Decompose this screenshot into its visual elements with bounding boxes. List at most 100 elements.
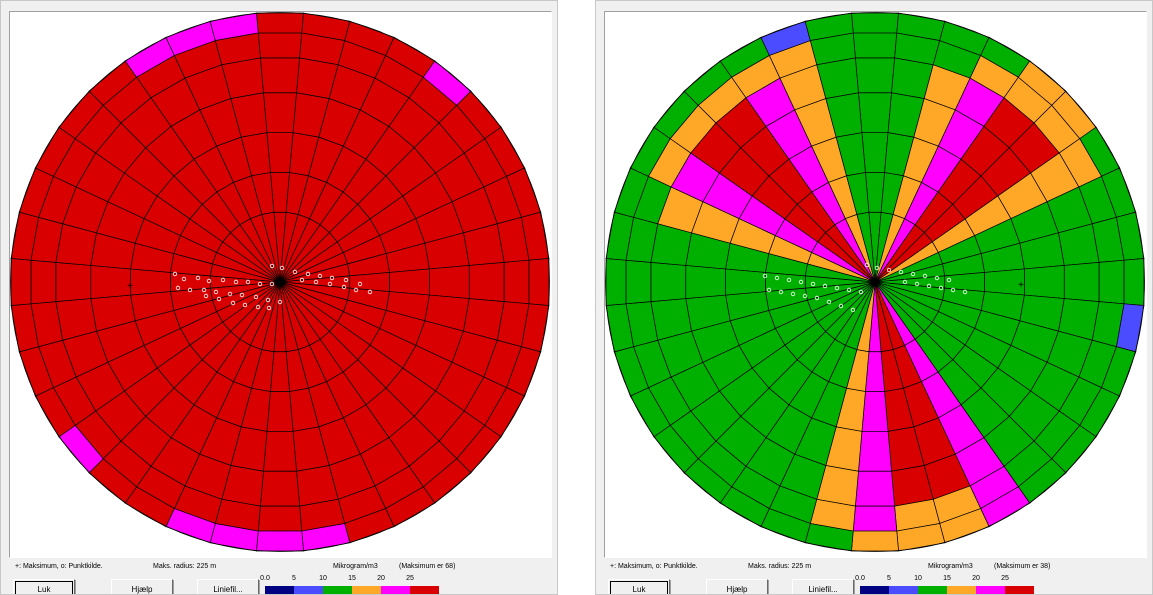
concentration-cell (260, 57, 300, 94)
point-source-marker (814, 295, 820, 301)
legend-tick-label: 20 (377, 575, 385, 582)
point-source-marker (216, 296, 222, 302)
concentration-cell (855, 470, 895, 507)
point-source-marker (802, 293, 808, 299)
legend-swatch (265, 586, 294, 594)
point-source-marker (822, 283, 828, 289)
point-source-marker (367, 289, 373, 295)
linefile-button[interactable]: Liniefil... (197, 579, 259, 594)
legend-tick-label: 10 (319, 575, 327, 582)
close-button[interactable]: Luk (13, 579, 75, 594)
point-source-marker (242, 302, 248, 308)
point-source-marker (341, 284, 347, 290)
concentration-cell (263, 431, 297, 472)
concentration-cell (389, 268, 430, 296)
point-source-marker (798, 279, 804, 285)
point-source-marker (245, 279, 251, 285)
legend-tick-label: 25 (1001, 575, 1009, 582)
maximum-marker: + (1018, 280, 1024, 291)
point-source-marker (203, 293, 209, 299)
concentration-cell (852, 505, 898, 532)
close-button[interactable]: Luk (608, 579, 670, 594)
concentration-cell (260, 470, 300, 507)
concentration-cell (503, 259, 530, 305)
max-radius-text: Maks. radius: 225 m (153, 563, 217, 570)
point-source-marker (220, 277, 226, 283)
point-source-marker (858, 289, 864, 295)
point-source-marker (864, 262, 870, 268)
concentration-cell (804, 12, 854, 41)
point-source-marker (886, 267, 892, 273)
concentration-cell (266, 132, 294, 173)
legend-tick-label: 20 (972, 575, 980, 582)
legend-tick-label: 5 (292, 575, 296, 582)
concentration-cell (852, 32, 898, 59)
concentration-cell (605, 258, 627, 306)
point-source-marker (329, 275, 335, 281)
legend-swatch (976, 586, 1005, 594)
legend-swatch (918, 586, 947, 594)
point-source-marker (201, 287, 207, 293)
concentration-cell (209, 12, 259, 41)
point-source-marker (172, 271, 178, 277)
help-button[interactable]: Hjælp (706, 579, 768, 594)
concentration-cell (10, 258, 32, 306)
point-source-marker (269, 263, 275, 269)
legend-tick-label: 15 (943, 575, 951, 582)
unit-label: Mikrogram/m3 (333, 563, 378, 570)
concentration-cell (1063, 262, 1100, 302)
legend-tick-label: 5 (887, 575, 891, 582)
concentration-cell (256, 12, 304, 34)
point-source-marker (227, 291, 233, 297)
concentration-cell (855, 57, 895, 94)
point-source-marker (269, 281, 275, 287)
point-source-marker (778, 289, 784, 295)
point-source-marker (946, 277, 952, 283)
point-source-marker (277, 299, 283, 305)
concentration-cell (130, 268, 171, 296)
legend-swatch (352, 586, 381, 594)
legend-swatch (1005, 586, 1034, 594)
concentration-cell (256, 530, 304, 552)
concentration-cell (429, 265, 470, 299)
concentration-cell (851, 12, 899, 34)
legend-swatch (410, 586, 439, 594)
point-source-marker (175, 285, 181, 291)
point-source-marker (357, 281, 363, 287)
point-source-marker (910, 271, 916, 277)
legend-tick-label: 0.0 (260, 575, 270, 582)
concentration-cell (468, 262, 505, 302)
legend-swatch (947, 586, 976, 594)
point-source-marker (195, 275, 201, 281)
point-source-marker (299, 277, 305, 283)
point-source-marker (353, 287, 359, 293)
legend-swatch (889, 586, 918, 594)
point-source-marker (762, 273, 768, 279)
point-source-marker (266, 305, 272, 311)
maximum-value-text: (Maksimum er 38) (994, 563, 1051, 570)
legend-tick-label: 10 (914, 575, 922, 582)
left-polar-map: + (10, 12, 550, 552)
linefile-button[interactable]: Liniefil... (792, 579, 854, 594)
outer-ring (10, 12, 550, 552)
concentration-cell (528, 258, 550, 306)
legend-tick-label: 0.0 (855, 575, 865, 582)
help-button[interactable]: Hjælp (111, 579, 173, 594)
left-result-panel: + +: Maksimum, o: Punktkilde. Maks. radi… (0, 0, 558, 595)
legend-swatch (294, 586, 323, 594)
right-result-panel: + +: Maksimum, o: Punktkilde. Maks. radi… (595, 0, 1153, 595)
point-source-marker (187, 287, 193, 293)
marker-legend-text: +: Maksimum, o: Punktkilde. (610, 563, 698, 570)
point-source-marker (914, 281, 920, 287)
center-point (277, 279, 283, 285)
point-source-marker (253, 294, 259, 300)
point-source-marker (786, 277, 792, 283)
concentration-cell (851, 530, 899, 552)
concentration-cell (861, 132, 889, 173)
point-source-marker (181, 276, 187, 282)
point-source-marker (292, 269, 298, 275)
point-source-marker (790, 291, 796, 297)
legend-swatch (323, 586, 352, 594)
point-source-marker (874, 265, 880, 271)
right-polar-map: + (605, 12, 1145, 552)
